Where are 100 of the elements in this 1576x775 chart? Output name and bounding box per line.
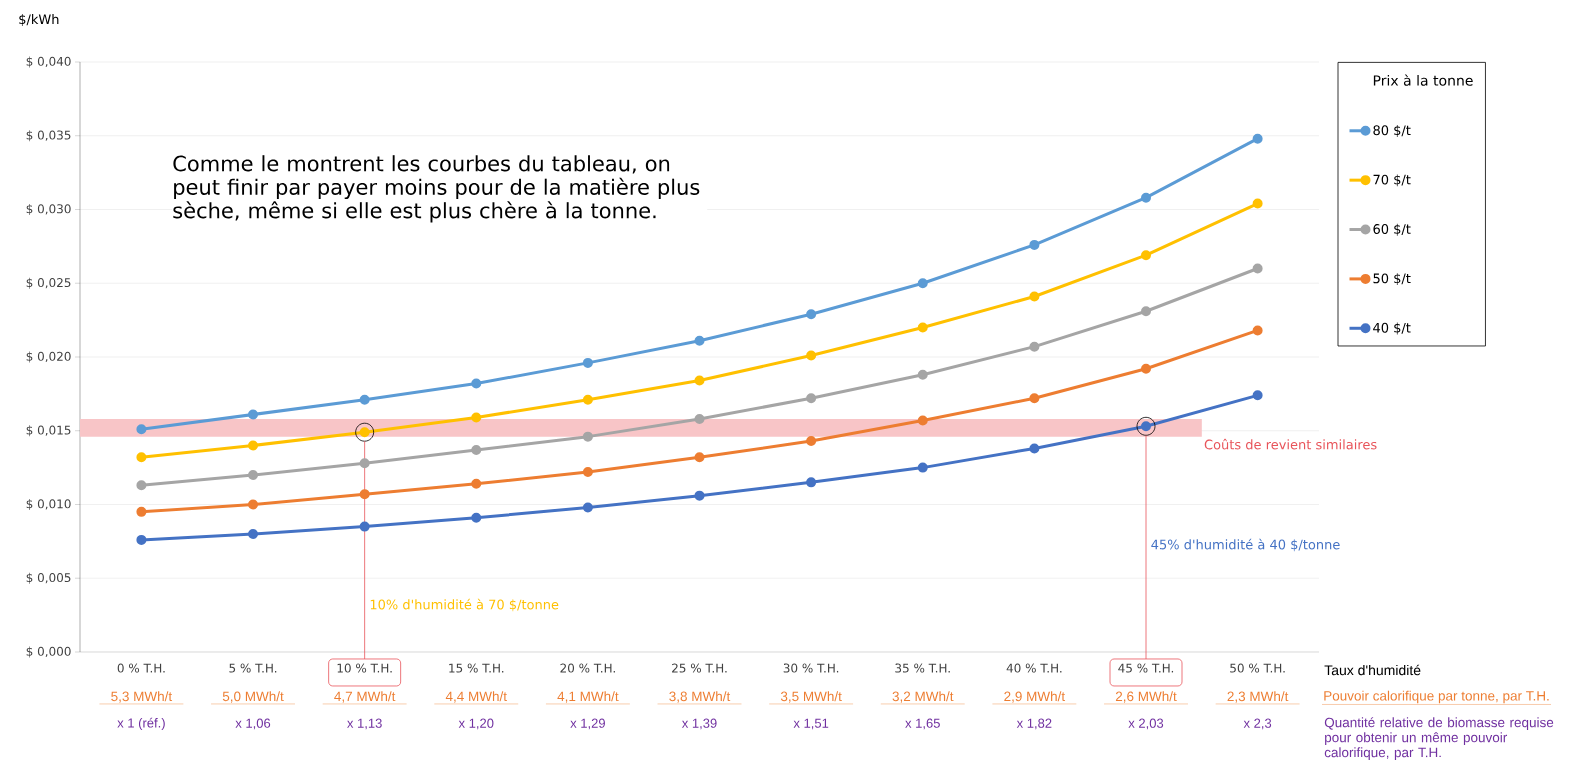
x-tick-label: 0 % T.H.: [117, 663, 165, 673]
point: [917, 415, 928, 426]
point: [471, 378, 482, 389]
x-tick-label: 20 % T.H.: [560, 663, 615, 673]
legend-title: Prix à la tonne: [1373, 74, 1473, 86]
text: x 1,20: [458, 718, 494, 730]
point: [1141, 250, 1152, 261]
text: x 1,29: [570, 718, 605, 730]
point: [136, 480, 147, 491]
text: 5,0 MWh/t: [222, 691, 284, 703]
y-tick-label: $ 0,025: [26, 277, 71, 289]
text: x 2,3: [1243, 718, 1272, 730]
point: [806, 350, 817, 361]
text: 2,9 MWh/t: [1004, 691, 1066, 703]
annotation: 10% d'humidité à 70 $/tonne: [370, 598, 559, 612]
point: [1141, 306, 1152, 317]
point: [471, 512, 482, 523]
point: [1029, 443, 1040, 454]
x-axis-title: Taux d'humidité: [1324, 664, 1421, 676]
text: x 1,51: [793, 718, 829, 730]
point: [1141, 192, 1152, 203]
point: [471, 478, 482, 489]
point: [1029, 291, 1040, 302]
point: [359, 458, 370, 469]
text: x 1 (réf.): [117, 717, 165, 731]
point: [582, 467, 593, 478]
point: [471, 444, 482, 455]
x-tick-label: 35 % T.H.: [895, 663, 950, 673]
point: [917, 278, 928, 289]
point: [1252, 390, 1263, 401]
point: [1252, 133, 1263, 144]
point: [582, 394, 593, 405]
text: 3,2 MWh/t: [892, 691, 954, 703]
x-tick-label: 5 % T.H.: [229, 663, 277, 673]
y-tick-label: $ 0,005: [26, 572, 71, 584]
text: x 1,06: [235, 718, 271, 730]
point: [136, 506, 147, 517]
text: 4,1 MWh/t: [557, 691, 619, 703]
x-tick-label: 30 % T.H.: [783, 663, 839, 673]
point: [136, 452, 147, 463]
point: [582, 502, 593, 513]
legend-label: 80 $/t: [1373, 125, 1411, 137]
point: [694, 335, 705, 346]
point: [694, 413, 705, 424]
point: [1252, 263, 1263, 274]
text: 5,3 MWh/t: [111, 691, 173, 703]
text: 3,8 MWh/t: [669, 691, 731, 703]
x-tick-label: 10 % T.H.: [337, 663, 392, 673]
annotation: 45% d'humidité à 40 $/tonne: [1151, 538, 1340, 552]
text: 3,5 MWh/t: [780, 691, 842, 703]
y-tick-label: $ 0,000: [26, 646, 71, 658]
point: [248, 440, 259, 451]
point: [694, 490, 705, 501]
text: x 1,82: [1016, 718, 1052, 730]
y-tick-label: $ 0,010: [26, 499, 71, 510]
text: 4,4 MWh/t: [445, 691, 507, 703]
point: [471, 412, 482, 423]
text: 2,6 MWh/t: [1115, 691, 1177, 703]
y-tick-label: $ 0,035: [26, 130, 71, 142]
text: Pouvoir calorifique par tonne, par T.H.: [1324, 690, 1549, 704]
point: [1029, 341, 1040, 352]
point: [694, 452, 705, 463]
legend-label: 70 $/t: [1373, 174, 1411, 187]
text: x 1,39: [681, 718, 717, 730]
point: [806, 436, 817, 447]
point: [582, 357, 593, 368]
point: [694, 375, 705, 386]
point: [582, 431, 593, 442]
point: [136, 534, 147, 545]
x-tick-label: 15 % T.H.: [449, 663, 504, 673]
annotation: Comme le montrent les courbes du tableau, on peut finir par payer moins pour de la matière plus sèche, même si elle est plus chère à la tonne.: [173, 155, 700, 223]
text: x 1,13: [347, 718, 382, 730]
point: [806, 309, 817, 320]
text: 2,3 MWh/t: [1227, 691, 1289, 703]
point: [806, 477, 817, 488]
point: [359, 489, 370, 500]
y-tick-label: $ 0,040: [26, 56, 71, 68]
point: [917, 369, 928, 380]
y-tick-label: $ 0,015: [26, 425, 71, 437]
point: [359, 394, 370, 405]
text: x 2,03: [1128, 718, 1164, 730]
point: [917, 322, 928, 333]
x-tick-label: 40 % T.H.: [1006, 663, 1062, 673]
y-tick-label: $ 0,020: [26, 351, 71, 363]
x-tick-label: 50 % T.H.: [1230, 663, 1285, 673]
x-tick-label: 25 % T.H.: [672, 663, 727, 673]
y-axis-title: $/kWh: [19, 14, 59, 26]
point: [136, 424, 147, 435]
legend-label: 40 $/t: [1373, 322, 1411, 335]
text: Quantité relative de biomasse requise pour obtenir un même pouvoir calorifique, par T.H.: [1324, 717, 1554, 760]
x-tick-label: 45 % T.H.: [1118, 663, 1174, 673]
legend-label: 60 $/t: [1373, 223, 1411, 236]
point: [806, 393, 817, 404]
point: [359, 521, 370, 532]
legend-label: 50 $/t: [1373, 273, 1411, 286]
point: [1029, 239, 1040, 250]
point: [1141, 363, 1152, 374]
band-label: Coûts de revient similaires: [1204, 438, 1377, 450]
point: [1029, 393, 1040, 404]
text: 4,7 MWh/t: [334, 691, 396, 703]
